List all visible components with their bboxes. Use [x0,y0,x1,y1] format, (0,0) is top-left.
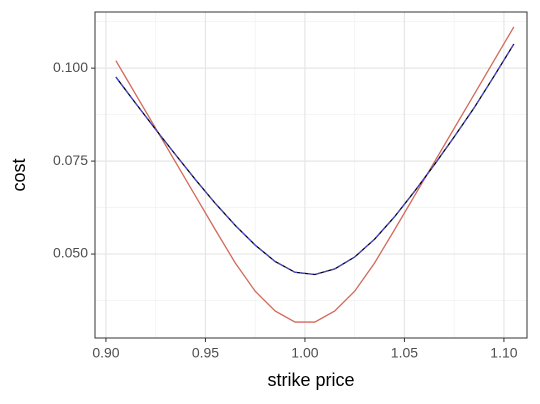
y-tick-label: 0.100 [53,59,88,75]
x-tick-label: 0.95 [192,345,219,361]
y-tick-label: 0.050 [53,245,88,261]
x-tick-label: 0.90 [92,345,119,361]
x-tick-label: 1.10 [490,345,517,361]
x-tick-label: 1.00 [291,345,318,361]
line [115,43,515,276]
y-axis-title: cost [9,158,29,191]
x-axis-title: strike price [267,370,354,390]
y-tick-label: 0.075 [53,152,88,168]
plot-border [94,11,528,339]
x-tick-label: 1.05 [391,345,418,361]
line [115,26,515,323]
